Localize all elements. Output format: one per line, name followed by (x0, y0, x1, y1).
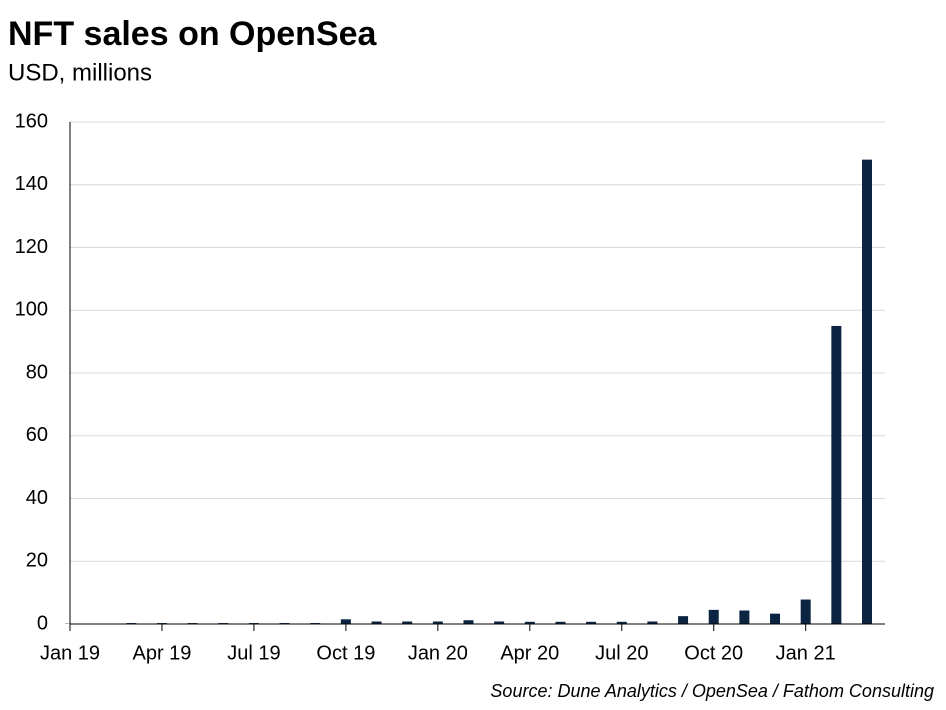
bar (586, 621, 597, 624)
y-tick-label: 0 (37, 612, 48, 634)
y-tick-label: 120 (15, 236, 48, 258)
bar (616, 621, 627, 624)
bar (524, 621, 535, 624)
source-note: Source: Dune Analytics / OpenSea / Fatho… (490, 681, 934, 701)
x-tick-label: Jul 20 (595, 642, 648, 664)
y-tick-label: 160 (15, 110, 48, 132)
y-tick-label: 80 (26, 361, 48, 383)
bar (831, 325, 842, 624)
y-tick-label: 140 (15, 173, 48, 195)
bar (340, 619, 351, 624)
y-tick-label: 60 (26, 424, 48, 446)
x-tick-label: Apr 19 (132, 642, 191, 664)
bar (770, 613, 781, 624)
x-tick-label: Apr 20 (500, 642, 559, 664)
bar (739, 610, 750, 624)
bar (678, 616, 689, 624)
bar (708, 609, 719, 624)
x-tick-label: Jul 19 (227, 642, 280, 664)
bar (371, 621, 382, 624)
chart-title: NFT sales on OpenSea (8, 15, 378, 53)
bar (463, 620, 474, 624)
x-tick-label: Oct 20 (684, 642, 743, 664)
chart-subtitle: USD, millions (8, 59, 152, 86)
bar (432, 621, 443, 624)
bar (647, 621, 658, 624)
bar (555, 621, 566, 624)
y-tick-label: 100 (15, 299, 48, 321)
x-tick-label: Jan 19 (40, 642, 100, 664)
bar (494, 621, 505, 624)
x-tick-label: Jan 20 (408, 642, 468, 664)
x-tick-label: Jan 21 (776, 642, 836, 664)
bar (402, 621, 413, 624)
bar (800, 599, 811, 624)
y-tick-label: 40 (26, 487, 48, 509)
bar (862, 159, 872, 624)
y-tick-label: 20 (26, 550, 48, 572)
x-tick-label: Oct 19 (316, 642, 375, 664)
